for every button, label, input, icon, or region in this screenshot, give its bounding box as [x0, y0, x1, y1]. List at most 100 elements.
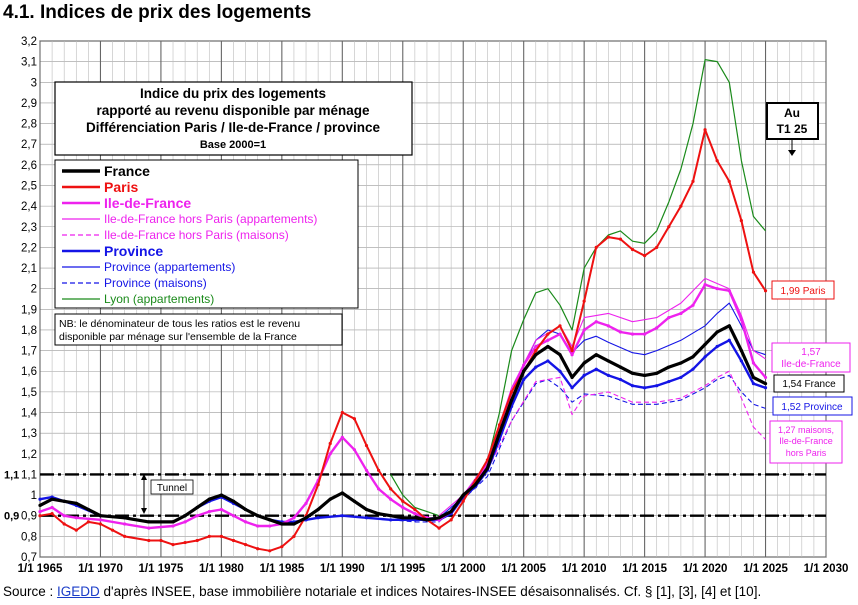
y-tick-label: 2,8: [21, 119, 37, 131]
point-paris: [763, 289, 768, 293]
y-tick-label: 2,5: [21, 180, 37, 192]
end-label-idf-value: 1,57: [801, 347, 821, 358]
point-paris: [485, 458, 490, 462]
note-line2: disponible par ménage sur l'ensemble de …: [59, 331, 297, 343]
y-tick-label: 1,9: [21, 304, 37, 316]
y-tick-label: 1: [31, 490, 37, 502]
y-tick-label: 1,5: [21, 387, 37, 399]
point-paris: [630, 247, 635, 252]
legend-prov-apt: Province (appartements): [104, 260, 235, 274]
point-france: [195, 505, 199, 510]
legend-france: France: [104, 163, 150, 179]
legend-prov-mai: Province (maisons): [104, 276, 207, 290]
point-province: [655, 384, 659, 388]
end-label-maisons-1: 1,27 maisons,: [778, 425, 834, 435]
point-idf: [763, 375, 768, 380]
point-france: [679, 361, 683, 365]
source-link-igedd[interactable]: IGEDD: [57, 584, 100, 599]
y-tick-label: 0,9: [21, 511, 37, 523]
tunnel-y-label: 1,1: [4, 469, 19, 481]
point-paris: [558, 324, 562, 328]
point-france: [691, 355, 695, 359]
point-province: [582, 373, 586, 377]
point-paris: [352, 417, 356, 421]
point-idf: [594, 320, 598, 324]
point-paris: [268, 549, 272, 553]
point-idf: [582, 328, 586, 332]
point-paris: [328, 441, 332, 446]
point-idf: [739, 318, 743, 322]
chart-title-line3: Différenciation Paris / Ile-de-France / …: [86, 120, 381, 135]
point-paris: [147, 538, 151, 543]
point-province: [618, 377, 623, 382]
point-paris: [401, 499, 405, 503]
point-paris: [123, 534, 127, 538]
point-idf: [171, 524, 175, 528]
point-france: [268, 518, 272, 522]
note-box: NB: le dénominateur de tous les ratios e…: [54, 313, 343, 346]
y-tick-label: 2,6: [21, 160, 37, 172]
point-france: [316, 507, 320, 512]
x-tick-label: 1/1 2025: [743, 563, 788, 575]
point-province: [606, 373, 610, 377]
point-paris: [437, 526, 441, 530]
point-paris: [679, 204, 683, 208]
point-idf: [413, 512, 417, 516]
point-idf: [376, 487, 381, 491]
point-paris: [497, 423, 502, 427]
point-idf: [98, 518, 103, 522]
point-idf: [147, 526, 151, 530]
point-paris: [667, 225, 671, 229]
point-province: [763, 386, 768, 390]
point-idf: [655, 326, 659, 330]
point-france: [401, 516, 405, 520]
source-prefix: Source :: [3, 584, 58, 599]
point-paris: [606, 235, 610, 239]
point-france: [643, 373, 647, 377]
series-line-idf_mai: [438, 370, 766, 523]
point-paris: [38, 514, 42, 518]
point-paris: [219, 534, 223, 538]
point-idf: [352, 448, 356, 452]
point-paris: [110, 528, 115, 532]
y-tick-label: 1,1: [21, 469, 37, 481]
point-france: [751, 375, 756, 380]
point-paris: [389, 487, 393, 491]
point-province: [316, 516, 320, 520]
point-paris: [98, 522, 103, 526]
point-france: [328, 497, 332, 501]
point-france: [667, 365, 671, 369]
point-france: [50, 497, 54, 501]
point-france: [183, 514, 187, 518]
y-tick-label: 0,7: [21, 552, 37, 564]
point-idf: [546, 338, 550, 342]
point-idf: [231, 514, 236, 518]
note-line1: NB: le dénominateur de tous les ratios e…: [59, 318, 300, 330]
point-france: [425, 518, 429, 522]
point-france: [727, 324, 731, 328]
series-line-france: [39, 324, 767, 526]
point-paris: [86, 520, 90, 524]
point-paris: [570, 349, 574, 353]
legend: France Paris Ile-de-France Ile-de-France…: [54, 159, 359, 309]
point-idf: [304, 501, 308, 505]
point-paris: [691, 179, 695, 183]
point-idf: [643, 332, 647, 336]
point-idf: [389, 497, 393, 501]
y-tick-label: 2,3: [21, 222, 37, 234]
point-france: [558, 353, 562, 357]
point-idf: [123, 522, 127, 526]
point-province: [340, 514, 344, 518]
x-tick-label: 1/1 1985: [259, 563, 304, 575]
tunnel-label: Tunnel: [157, 483, 187, 494]
point-france: [703, 342, 707, 347]
point-province: [739, 359, 743, 363]
point-france: [461, 493, 465, 497]
point-paris: [510, 390, 514, 394]
point-idf: [751, 361, 756, 365]
point-idf: [401, 505, 405, 510]
point-idf: [679, 311, 683, 316]
point-paris: [231, 538, 236, 543]
legend-idf: Ile-de-France: [104, 195, 191, 211]
x-tick-label: 1/1 1980: [199, 563, 244, 575]
